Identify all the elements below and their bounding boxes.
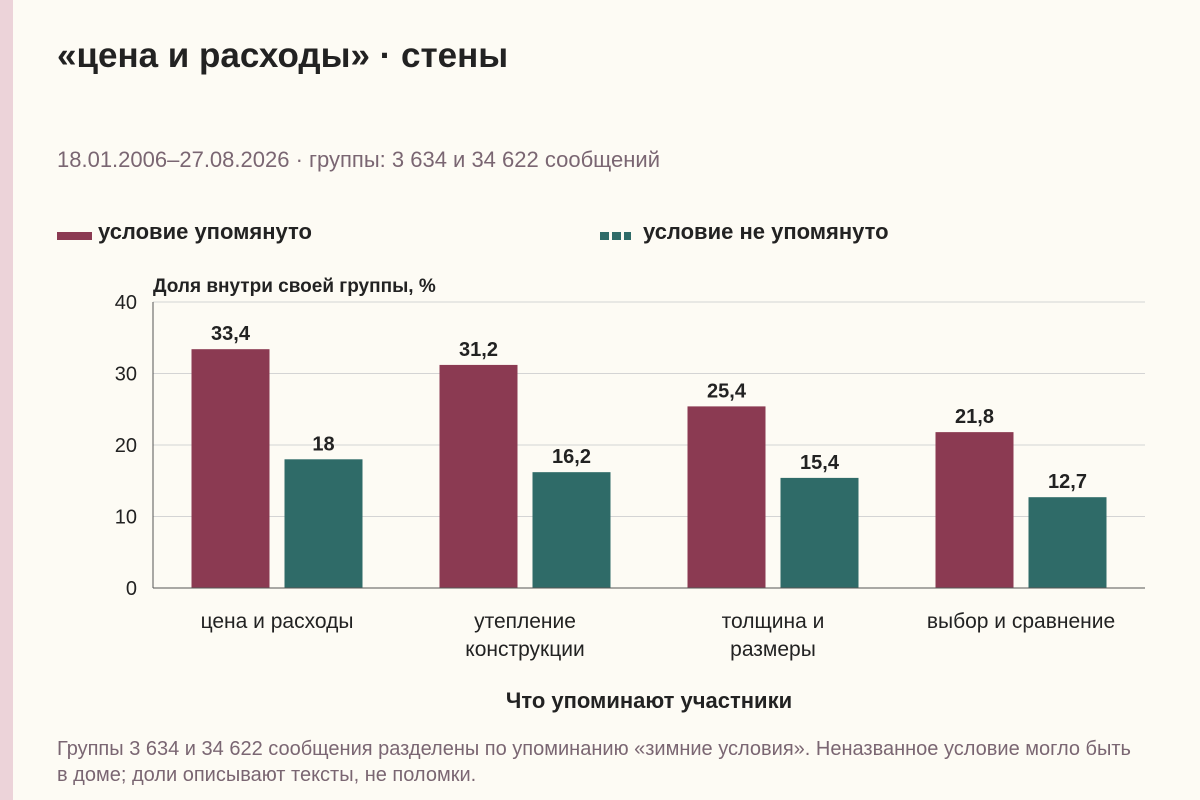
y-tick-label: 40 bbox=[115, 292, 137, 314]
chart-subtitle: 18.01.2006–27.08.2026 · группы: 3 634 и … bbox=[57, 147, 660, 172]
footnote: Группы 3 634 и 34 622 сообщения разделен… bbox=[57, 738, 1131, 786]
x-tick-label: размеры bbox=[730, 638, 816, 661]
y-tick-label: 30 bbox=[115, 364, 137, 386]
x-axis-label: Что упоминают участники bbox=[506, 688, 792, 713]
chart-title: «цена и расходы» · стены bbox=[57, 36, 509, 75]
y-tick-label: 10 bbox=[115, 507, 137, 529]
bar bbox=[191, 349, 270, 588]
y-tick-label: 0 bbox=[126, 578, 137, 600]
bar-value-label: 16,2 bbox=[552, 446, 591, 468]
bar bbox=[780, 477, 859, 588]
bar bbox=[439, 364, 518, 588]
x-tick-label: толщина и bbox=[722, 610, 825, 633]
x-tick-label: утепление bbox=[474, 610, 576, 633]
legend-swatch-not-mentioned bbox=[600, 232, 631, 240]
left-accent-stripe bbox=[0, 0, 13, 800]
x-tick-label: цена и расходы bbox=[201, 610, 354, 633]
bar bbox=[532, 472, 611, 588]
bar-value-label: 18 bbox=[312, 433, 334, 455]
bar-value-label: 21,8 bbox=[955, 406, 994, 428]
bar-value-label: 25,4 bbox=[707, 380, 747, 402]
bar bbox=[1028, 497, 1107, 588]
legend-label-not-mentioned: условие не упомянуто bbox=[643, 219, 889, 244]
y-tick-label: 20 bbox=[115, 435, 137, 457]
bar-value-label: 12,7 bbox=[1048, 471, 1087, 493]
legend-swatch-mentioned bbox=[57, 232, 92, 240]
x-tick-label: выбор и сравнение bbox=[927, 610, 1115, 633]
bar-value-label: 33,4 bbox=[211, 323, 251, 345]
legend-label-mentioned: условие упомянуто bbox=[98, 219, 312, 244]
y-axis-label: Доля внутри своей группы, % bbox=[153, 276, 436, 297]
bar bbox=[687, 406, 766, 588]
bars bbox=[191, 349, 1107, 588]
y-tick-labels: 0 10 20 30 40 bbox=[115, 292, 137, 600]
value-labels: 33,4 18 31,2 16,2 25,4 15,4 21,8 12,7 bbox=[211, 323, 1087, 493]
x-tick-label: конструкции bbox=[465, 638, 584, 661]
bar bbox=[935, 432, 1014, 588]
bar-value-label: 31,2 bbox=[459, 339, 498, 361]
x-tick-labels: цена и расходы утепление конструкции толщин… bbox=[201, 610, 1116, 661]
bar bbox=[284, 459, 363, 588]
bar-value-label: 15,4 bbox=[800, 452, 840, 474]
